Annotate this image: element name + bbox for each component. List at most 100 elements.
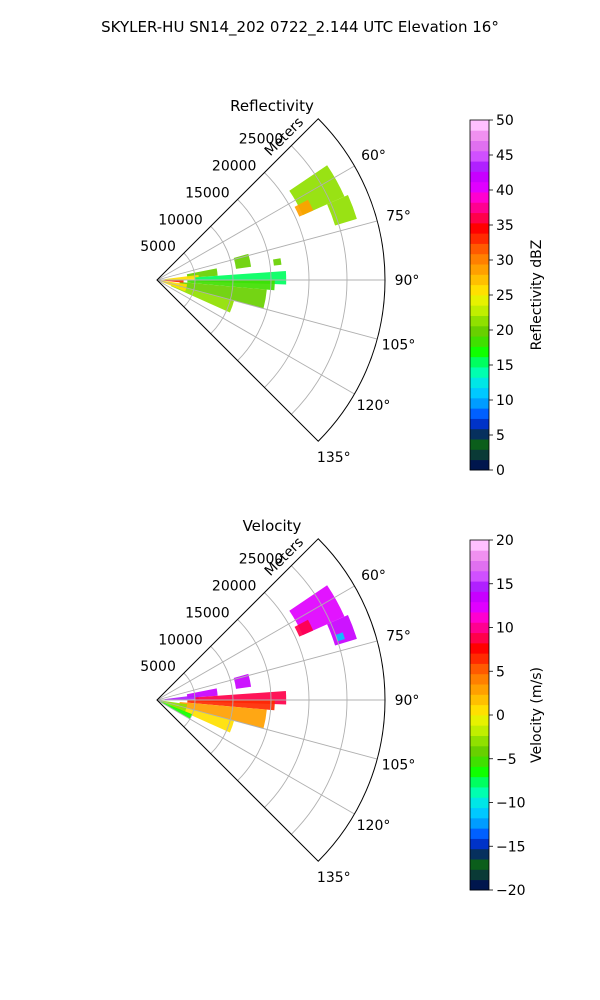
colorbar-swatch: [470, 725, 489, 736]
echo-region: [294, 199, 314, 217]
azimuth-tick-label: 135°: [317, 870, 351, 886]
range-tick-label: 15000: [185, 605, 230, 621]
colorbar-tick-label: −5: [496, 752, 517, 768]
colorbar-swatch: [470, 591, 489, 603]
echo-region: [273, 258, 282, 266]
echo-region: [164, 694, 199, 700]
colorbar-swatch: [470, 120, 489, 131]
azimuth-tick-label: 120°: [357, 398, 391, 414]
echo-region: [294, 619, 314, 637]
range-tick-label: 25000: [239, 132, 284, 148]
colorbar-swatch: [470, 828, 489, 839]
azimuth-tick-label: 120°: [357, 818, 391, 834]
range-tick-label: 20000: [212, 579, 257, 595]
echo-region: [327, 614, 357, 646]
colorbar-swatch: [470, 202, 489, 214]
sector-frame: [156, 118, 386, 442]
echo-region: [170, 283, 235, 313]
colorbar-label: Velocity (m/s): [529, 667, 545, 763]
colorbar-swatch: [470, 570, 489, 582]
echo-region: [327, 194, 357, 226]
azimuth-tick-label: 60°: [361, 568, 386, 584]
colorbar-swatch: [470, 684, 489, 695]
colorbar-tick-label: 15: [496, 358, 514, 374]
echo-region: [187, 280, 275, 291]
colorbar-swatch: [470, 838, 489, 850]
colorbar-swatch: [470, 325, 489, 337]
colorbar-swatch: [470, 181, 489, 193]
colorbar-swatch: [470, 694, 489, 706]
colorbar-swatch: [470, 848, 489, 860]
azimuth-spoke: [156, 585, 355, 701]
range-tick-label: 5000: [140, 659, 176, 675]
colorbar-swatch: [470, 869, 489, 881]
colorbar-swatch: [470, 428, 489, 440]
colorbar-tick-label: −15: [496, 839, 526, 855]
colorbar-swatch: [470, 704, 489, 716]
colorbar-label: Reflectivity dBZ: [529, 240, 545, 351]
azimuth-tick-label: 135°: [317, 450, 351, 466]
echo-region: [233, 673, 252, 689]
panel-title: Reflectivity: [230, 97, 314, 115]
colorbar-swatch: [470, 817, 489, 829]
colorbar-swatch: [470, 766, 489, 778]
colorbar-swatch: [470, 130, 489, 141]
range-tick-label: 25000: [239, 552, 284, 568]
colorbar-swatch: [470, 212, 489, 224]
colorbar-swatch: [470, 560, 489, 572]
colorbar-swatch: [470, 632, 489, 644]
colorbar-swatch: [470, 601, 489, 613]
echo-region: [179, 701, 267, 729]
panel-title: Velocity: [243, 517, 302, 535]
colorbar-tick-label: 0: [496, 708, 505, 724]
echo-region: [187, 700, 275, 711]
azimuth-tick-label: 75°: [386, 628, 411, 644]
echo-region: [233, 253, 252, 269]
colorbar: 0 5 10 15 20 25 30 35 40 45 50 Reflectivity dBZ: [469, 113, 545, 479]
sector-frame: [156, 538, 386, 862]
colorbar-swatch: [470, 622, 489, 634]
colorbar-swatch: [470, 879, 489, 891]
azimuth-spoke: [156, 699, 378, 760]
echo-region: [160, 701, 193, 719]
azimuth-spoke: [156, 165, 355, 281]
colorbar-tick-label: 20: [496, 533, 514, 549]
colorbar-swatch: [470, 243, 489, 255]
colorbar-swatch: [470, 284, 489, 296]
range-tick-label: 15000: [185, 185, 230, 201]
colorbar-tick-label: 20: [496, 323, 514, 339]
colorbar-swatch: [470, 756, 489, 767]
colorbar-tick-label: 25: [496, 288, 514, 304]
colorbar-swatch: [470, 776, 489, 788]
azimuth-spoke: [156, 220, 378, 281]
range-tick-label: 10000: [158, 632, 203, 648]
colorbar-tick-label: 30: [496, 253, 514, 269]
echo-region: [179, 281, 267, 309]
azimuth-tick-label: 105°: [382, 758, 416, 774]
colorbar-swatch: [470, 397, 489, 409]
colorbar-swatch: [470, 787, 489, 798]
colorbar-swatch: [470, 612, 489, 623]
polar-grid: [156, 145, 385, 442]
colorbar-swatch: [470, 346, 489, 358]
colorbar-swatch: [470, 295, 489, 306]
colorbar-swatch: [470, 305, 489, 316]
colorbar-swatch: [470, 408, 489, 419]
colorbar-tick-label: 45: [496, 148, 514, 164]
colorbar-tick-label: 10: [496, 621, 514, 637]
panels: Reflectivity500010000150002000025000Mete…: [140, 97, 545, 899]
colorbar-swatch: [470, 859, 489, 870]
range-tick-label: 10000: [158, 212, 203, 228]
colorbar-swatch: [470, 222, 489, 234]
colorbar-swatch: [470, 171, 489, 183]
colorbar-swatch: [470, 735, 489, 747]
colorbar-swatch: [470, 367, 489, 378]
colorbar-swatch: [470, 807, 489, 819]
colorbar-tick-label: 40: [496, 183, 514, 199]
colorbar-swatch: [470, 581, 489, 592]
echo-region: [164, 274, 199, 280]
echo-region: [170, 703, 235, 733]
range-tick-label: 5000: [140, 239, 176, 255]
